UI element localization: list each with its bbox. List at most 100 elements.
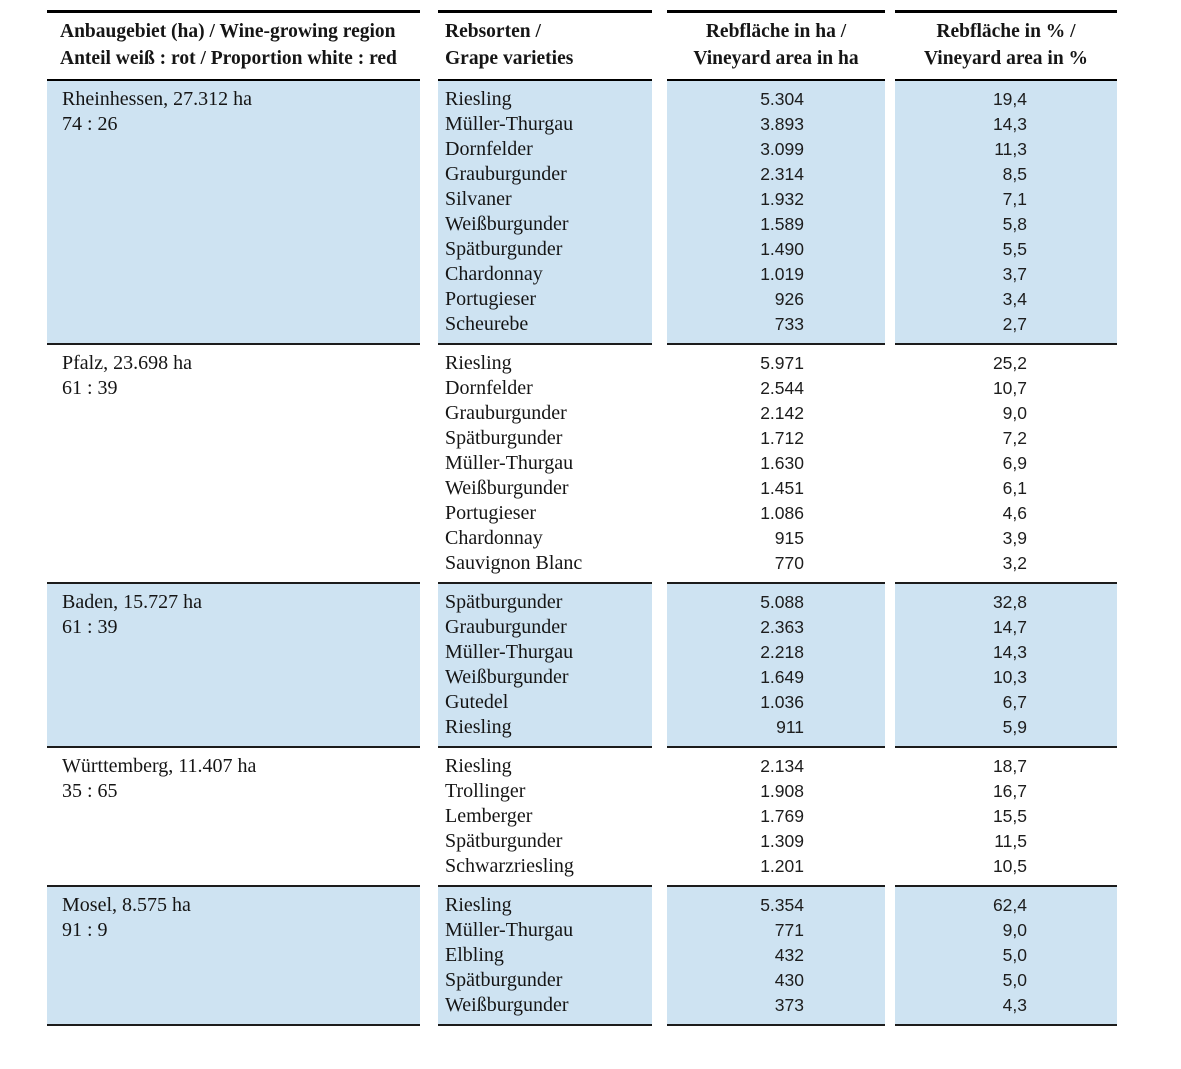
area-pct-value: 6,7 [1002,692,1027,712]
region-block-3: Baden, 15.727 ha 61 : 39 Spätburgunder Grau… [47,584,1117,748]
region-block-1: Rheinhessen, 27.312 ha 74 : 26 Riesling Mül… [47,81,1117,345]
area-ha-value: 5.971 [760,353,804,373]
area-pct-value: 10,5 [992,856,1027,876]
area-pct-cell: 62,4 9,0 5,0 5,0 4,3 [895,887,1117,1026]
area-ha-value: 1.649 [760,667,804,687]
area-pct-value: 11,3 [994,139,1027,159]
region-white-red-ratio: 91 : 9 [62,919,108,941]
area-pct-value: 4,6 [1002,503,1027,523]
area-ha-value: 915 [774,528,804,548]
variety-label: Spätburgunder [445,969,563,991]
area-pct-value: 15,5 [992,806,1027,826]
header-area-pct-line2: Vineyard area in % [923,48,1089,69]
variety-label: Chardonnay [445,263,543,285]
area-ha-value: 2.142 [760,403,804,423]
region-info-cell: Württemberg, 11.407 ha 35 : 65 [47,748,420,887]
area-ha-value: 5.088 [760,592,804,612]
variety-label: Spätburgunder [445,238,563,260]
region-info-cell: Baden, 15.727 ha 61 : 39 [47,584,420,748]
area-pct-cell: 25,2 10,7 9,0 7,2 6,9 6,1 4,6 3,9 3,2 [895,345,1117,584]
area-ha-cell: 5.971 2.544 2.142 1.712 1.630 1.451 1.086 915 77… [667,345,885,584]
area-pct-cell: 19,4 14,3 11,3 8,5 7,1 5,8 5,5 3,7 3,4 2,7 [895,81,1117,345]
area-pct-value: 14,3 [992,114,1027,134]
varieties-cell: Riesling Müller-Thurgau Dornfelder Grauburg… [438,81,652,345]
area-ha-value: 5.304 [760,89,804,109]
header-area-ha-column: Rebfläche in ha / Vineyard area in ha [667,10,885,81]
area-pct-value: 5,5 [1002,239,1027,259]
variety-label: Weißburgunder [445,666,569,688]
header-region-column: Anbaugebiet (ha) / Wine-growing region A… [47,10,420,81]
area-ha-value: 1.019 [760,264,804,284]
variety-label: Lemberger [445,805,533,827]
variety-label: Grauburgunder [445,616,567,638]
variety-label: Elbling [445,944,504,966]
area-ha-value: 432 [774,945,804,965]
area-pct-value: 9,0 [1002,403,1027,423]
variety-label: Portugieser [445,288,537,310]
region-block-2: Pfalz, 23.698 ha 61 : 39 Riesling Dornfelde… [47,345,1117,584]
table-header-row: Anbaugebiet (ha) / Wine-growing region A… [47,10,1117,81]
wine-regions-table: Anbaugebiet (ha) / Wine-growing region A… [47,10,1117,1026]
area-ha-cell: 2.134 1.908 1.769 1.309 1.201 [667,748,885,887]
variety-label: Grauburgunder [445,402,567,424]
area-ha-value: 770 [774,553,804,573]
variety-label: Scheurebe [445,313,529,335]
region-info-cell: Mosel, 8.575 ha 91 : 9 [47,887,420,1026]
area-ha-value: 1.712 [760,428,804,448]
area-ha-value: 2.218 [760,642,804,662]
variety-label: Sauvignon Blanc [445,552,583,574]
area-ha-value: 1.769 [760,806,804,826]
variety-label: Spätburgunder [445,591,563,613]
varieties-cell: Riesling Dornfelder Grauburgunder Spätburgu… [438,345,652,584]
variety-label: Grauburgunder [445,163,567,185]
area-ha-value: 2.363 [760,617,804,637]
area-ha-value: 1.201 [760,856,804,876]
area-pct-value: 6,9 [1002,453,1027,473]
region-white-red-ratio: 35 : 65 [62,780,118,802]
area-pct-value: 18,7 [992,756,1027,776]
area-pct-cell: 18,7 16,7 15,5 11,5 10,5 [895,748,1117,887]
area-pct-value: 19,4 [992,89,1027,109]
variety-label: Schwarzriesling [445,855,574,877]
varieties-cell: Riesling Trollinger Lemberger Spätburgunder… [438,748,652,887]
area-pct-value: 10,3 [992,667,1027,687]
area-pct-value: 2,7 [1002,314,1027,334]
region-block-5: Mosel, 8.575 ha 91 : 9 Riesling Müller-Thur… [47,887,1117,1026]
area-ha-value: 1.630 [760,453,804,473]
area-ha-value: 771 [774,920,804,940]
variety-label: Riesling [445,716,512,738]
header-region-line1: Anbaugebiet (ha) / Wine-growing region [60,21,396,42]
area-pct-value: 14,3 [992,642,1027,662]
area-pct-value: 3,7 [1002,264,1027,284]
variety-label: Portugieser [445,502,537,524]
variety-label: Trollinger [445,780,526,802]
variety-label: Silvaner [445,188,512,210]
area-pct-value: 5,8 [1002,214,1027,234]
area-pct-value: 5,9 [1002,717,1027,737]
region-name: Württemberg, 11.407 ha [62,755,257,777]
area-ha-value: 1.490 [760,239,804,259]
area-ha-value: 926 [774,289,804,309]
area-pct-value: 16,7 [992,781,1027,801]
area-ha-value: 1.036 [760,692,804,712]
area-ha-value: 733 [774,314,804,334]
area-ha-value: 2.544 [760,378,804,398]
area-pct-value: 10,7 [992,378,1027,398]
variety-label: Müller-Thurgau [445,641,574,663]
region-name: Baden, 15.727 ha [62,591,202,613]
variety-label: Riesling [445,352,512,374]
area-ha-value: 430 [774,970,804,990]
variety-label: Gutedel [445,691,509,713]
variety-label: Müller-Thurgau [445,452,574,474]
area-ha-value: 1.932 [760,189,804,209]
header-area-pct-line1: Rebfläche in % / [936,21,1076,42]
area-ha-value: 1.309 [760,831,804,851]
area-pct-value: 3,9 [1002,528,1027,548]
variety-label: Riesling [445,88,512,110]
area-pct-value: 6,1 [1002,478,1027,498]
area-pct-value: 4,3 [1002,995,1027,1015]
area-pct-cell: 32,8 14,7 14,3 10,3 6,7 5,9 [895,584,1117,748]
header-varieties-line1: Rebsorten / [445,21,541,42]
region-block-4: Württemberg, 11.407 ha 35 : 65 Riesling Tro… [47,748,1117,887]
header-area-ha-line1: Rebfläche in ha / [705,21,847,42]
